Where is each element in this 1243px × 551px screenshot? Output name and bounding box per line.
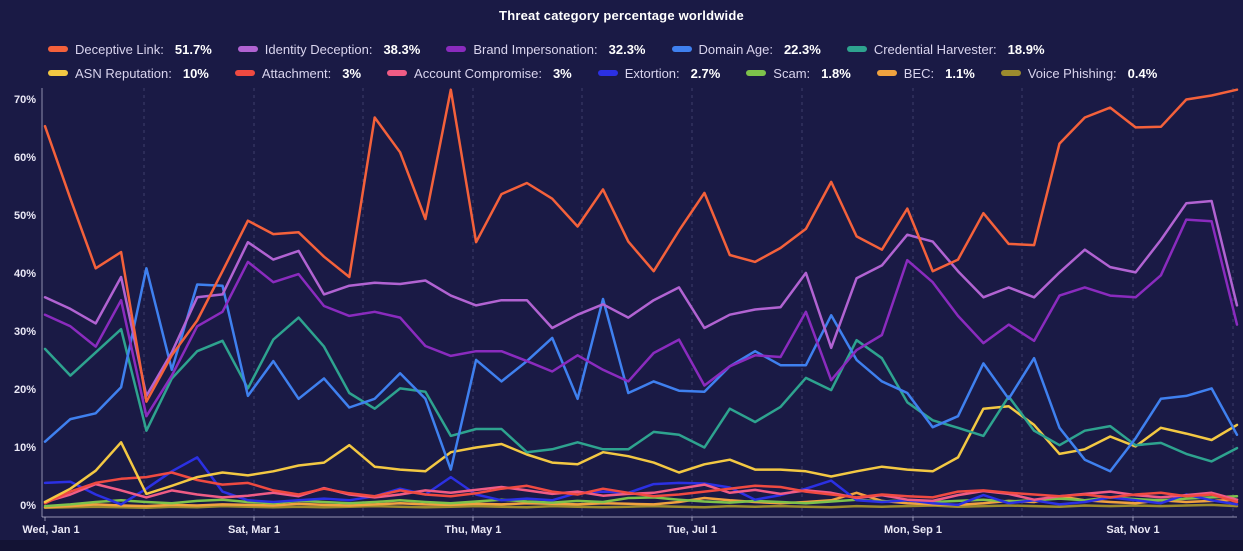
legend-label: Credential Harvester: xyxy=(873,41,997,57)
legend-swatch-icon xyxy=(746,70,767,76)
legend-value: 1.1% xyxy=(945,65,975,81)
legend-swatch-icon xyxy=(846,46,867,52)
legend-item-brand-impersonation[interactable]: Brand Impersonation: 32.3% xyxy=(446,41,646,57)
legend-item-voice-phishing[interactable]: Voice Phishing: 0.4% xyxy=(1000,65,1158,81)
legend-item-deceptive-link[interactable]: Deceptive Link: 51.7% xyxy=(48,42,212,57)
legend-item-scam[interactable]: Scam: 1.8% xyxy=(746,65,851,81)
series-line-extortion xyxy=(43,456,1239,507)
series-line-domain-age xyxy=(43,267,1239,473)
legend-value: 1.8% xyxy=(821,65,851,81)
legend-swatch-icon xyxy=(48,70,68,76)
legend-item-credential-harvester[interactable]: Credential Harvester: 18.9% xyxy=(846,41,1045,57)
x-axis-label: Sat, Nov 1 xyxy=(1106,524,1160,536)
chart-legend: Deceptive Link: 51.7% Identity Deception: 3… xyxy=(48,37,1208,85)
legend-value: 18.9% xyxy=(1007,41,1045,57)
legend-value: 3% xyxy=(552,65,572,81)
y-axis-label: 50% xyxy=(13,210,36,222)
y-axis-label: 10% xyxy=(13,442,36,454)
x-axis-label: Thu, May 1 xyxy=(444,524,502,536)
legend-label: Attachment: xyxy=(261,65,332,81)
y-axis-label: 60% xyxy=(13,152,36,164)
legend-item-domain-age[interactable]: Domain Age: 22.3% xyxy=(671,41,821,57)
legend-label: Scam: xyxy=(773,65,811,81)
series-line-credential-harvester xyxy=(43,316,1239,463)
x-axis-label: Sat, Mar 1 xyxy=(228,524,280,536)
legend-swatch-icon xyxy=(237,46,258,52)
y-axis-label: 30% xyxy=(13,326,36,338)
series-line-deceptive-link xyxy=(43,88,1239,403)
legend-label: Domain Age: xyxy=(698,41,773,57)
legend-label: Extortion: xyxy=(624,65,680,81)
legend-label: ASN Reputation: xyxy=(75,65,172,81)
legend-swatch-icon xyxy=(1000,70,1021,76)
series-line-identity-deception xyxy=(43,199,1239,398)
legend-item-identity-deception[interactable]: Identity Deception: 38.3% xyxy=(237,41,421,57)
footer-band xyxy=(0,540,1243,551)
legend-label: Voice Phishing: xyxy=(1027,65,1117,81)
legend-swatch-icon xyxy=(446,46,467,52)
legend-value: 32.3% xyxy=(608,41,646,57)
legend-item-asn-reputation[interactable]: ASN Reputation: 10% xyxy=(48,66,209,81)
series-line-voice-phishing xyxy=(43,503,1239,510)
legend-swatch-icon xyxy=(234,70,255,76)
x-axis-label: Tue, Jul 1 xyxy=(667,524,717,536)
legend-item-bec[interactable]: BEC: 1.1% xyxy=(876,65,975,81)
legend-swatch-icon xyxy=(876,70,897,76)
legend-label: Deceptive Link: xyxy=(75,41,164,57)
legend-item-attachment[interactable]: Attachment: 3% xyxy=(234,65,362,81)
legend-value: 51.7% xyxy=(174,41,212,57)
chart-title: Threat category percentage worldwide xyxy=(499,8,744,23)
legend-value: 22.3% xyxy=(783,41,821,57)
legend-swatch-icon xyxy=(387,70,408,76)
series-line-attachment xyxy=(43,471,1239,505)
y-axis-label: 20% xyxy=(13,384,36,396)
legend-item-extortion[interactable]: Extortion: 2.7% xyxy=(597,65,721,81)
legend-label: Brand Impersonation: xyxy=(473,41,598,57)
series-line-asn-reputation xyxy=(43,405,1239,504)
legend-label: BEC: xyxy=(903,65,935,81)
legend-swatch-icon xyxy=(671,46,692,52)
legend-swatch-icon xyxy=(48,46,68,52)
legend-label: Account Compromise: xyxy=(414,65,542,81)
x-axis-label: Mon, Sep 1 xyxy=(883,524,943,536)
legend-swatch-icon xyxy=(597,70,618,76)
y-axis-label: 0% xyxy=(20,500,36,512)
legend-value: 3% xyxy=(342,65,362,81)
legend-value: 2.7% xyxy=(690,65,721,81)
legend-value: 0.4% xyxy=(1127,65,1158,81)
legend-label: Identity Deception: xyxy=(264,41,373,57)
series-line-brand-impersonation xyxy=(43,218,1239,418)
legend-row: ASN Reputation: 10% Attachment: 3% Account C… xyxy=(48,61,1208,85)
x-axis-label: Wed, Jan 1 xyxy=(22,524,80,536)
y-axis-label: 70% xyxy=(13,94,36,106)
legend-row: Deceptive Link: 51.7% Identity Deception: 3… xyxy=(48,37,1208,61)
y-axis-label: 40% xyxy=(13,268,36,280)
legend-value: 10% xyxy=(182,65,209,81)
legend-value: 38.3% xyxy=(383,41,421,57)
legend-item-account-compromise[interactable]: Account Compromise: 3% xyxy=(387,66,572,81)
